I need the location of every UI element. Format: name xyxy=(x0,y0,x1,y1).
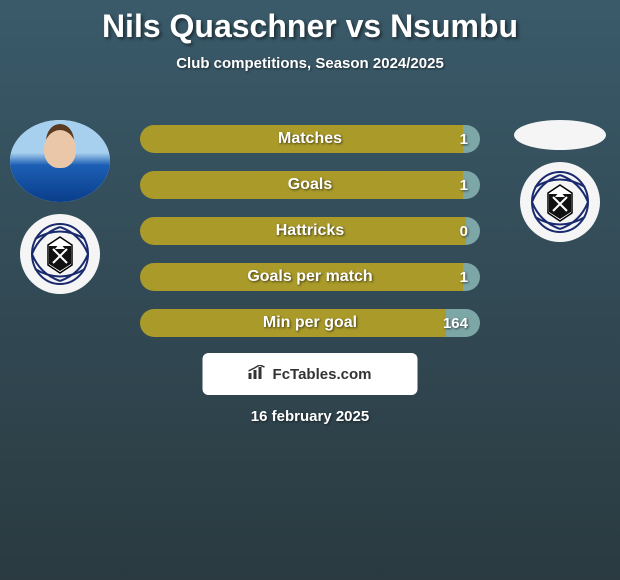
chart-icon xyxy=(249,365,267,383)
stat-bar-left-fill xyxy=(140,171,463,199)
stat-bar-right-value: 1 xyxy=(460,263,468,291)
date-text: 16 february 2025 xyxy=(0,408,620,425)
page-subtitle: Club competitions, Season 2024/2025 xyxy=(0,55,620,72)
page-title: Nils Quaschner vs Nsumbu xyxy=(0,0,620,45)
stat-bar-left-fill xyxy=(140,309,446,337)
brand-text: FcTables.com xyxy=(273,366,372,383)
left-club-badge xyxy=(20,214,100,294)
right-club-badge xyxy=(520,162,600,242)
stat-bar-left-fill xyxy=(140,263,463,291)
stat-bar-right-fill xyxy=(466,217,480,245)
stat-bar-row: Goals per match1 xyxy=(140,263,480,291)
stat-bars-container: Matches1 Goals1 Hattricks0 Goals per match1… xyxy=(140,125,480,355)
stat-bar-left-fill xyxy=(140,125,463,153)
right-player-photo-placeholder xyxy=(514,120,606,150)
stat-bar-row: Min per goal164 xyxy=(140,309,480,337)
stat-bar-row: Matches1 xyxy=(140,125,480,153)
stat-bar-left-fill xyxy=(140,217,466,245)
stat-bar-right-value: 1 xyxy=(460,171,468,199)
stat-bar-right-value: 1 xyxy=(460,125,468,153)
left-player-box xyxy=(5,120,115,294)
brand-badge: FcTables.com xyxy=(203,353,418,395)
left-player-photo xyxy=(10,120,110,202)
stat-bar-row: Goals1 xyxy=(140,171,480,199)
right-player-box xyxy=(505,120,615,242)
stat-bar-row: Hattricks0 xyxy=(140,217,480,245)
stat-bar-right-value: 0 xyxy=(460,217,468,245)
stat-bar-right-value: 164 xyxy=(443,309,468,337)
